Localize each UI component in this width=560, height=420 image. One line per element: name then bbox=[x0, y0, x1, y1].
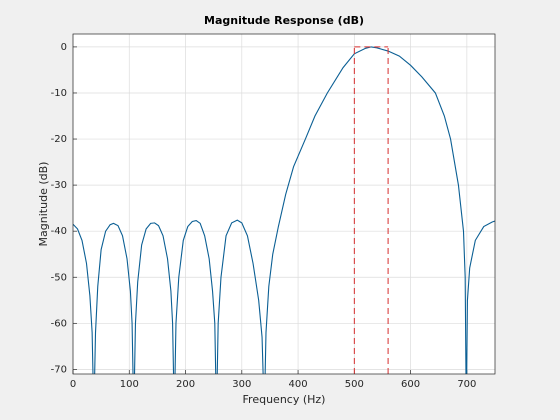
plot-clip bbox=[73, 46, 495, 374]
y-tick-label: 0 bbox=[61, 42, 67, 53]
x-tick-label: 400 bbox=[289, 379, 308, 390]
y-tick-label: -20 bbox=[51, 134, 67, 145]
y-axis-label: Magnitude (dB) bbox=[37, 162, 50, 247]
response-line bbox=[73, 46, 495, 374]
x-tick-label: 300 bbox=[232, 379, 251, 390]
x-tick-label: 100 bbox=[120, 379, 139, 390]
y-tick-label: -30 bbox=[51, 180, 67, 191]
y-tick-label: -10 bbox=[51, 88, 67, 99]
x-tick-label: 500 bbox=[345, 379, 364, 390]
chart-title: Magnitude Response (dB) bbox=[204, 14, 364, 27]
y-tick-label: -70 bbox=[51, 364, 67, 375]
x-tick-label: 700 bbox=[457, 379, 476, 390]
y-tick-label: -60 bbox=[51, 318, 67, 329]
y-tick-label: -40 bbox=[51, 226, 67, 237]
x-tick-label: 200 bbox=[176, 379, 195, 390]
axes-box bbox=[72, 33, 496, 375]
y-tick-label: -50 bbox=[51, 272, 67, 283]
x-axis-label: Frequency (Hz) bbox=[243, 393, 326, 406]
x-tick-label: 0 bbox=[70, 379, 76, 390]
x-tick-label: 600 bbox=[401, 379, 420, 390]
